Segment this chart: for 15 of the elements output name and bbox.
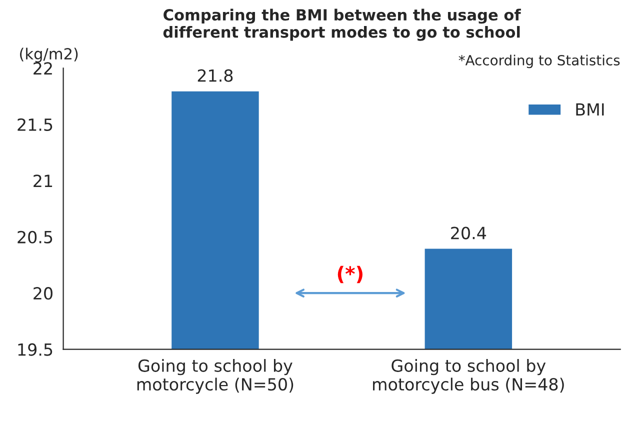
- y-axis-title: (kg/m2): [20, 48, 78, 63]
- data-label: 21.8: [198, 69, 233, 82]
- y-tick-label: 21.5: [18, 118, 52, 131]
- y-tick-label: 19.5: [18, 343, 52, 356]
- data-label: 20.4: [451, 226, 486, 240]
- y-tick-label: 22: [34, 62, 52, 74]
- x-tick-label: Going to school by motorcycle (N=50): [137, 359, 294, 394]
- legend-label: BMI: [576, 103, 604, 116]
- x-tick-label: Going to school by motorcycle bus (N=48): [373, 359, 564, 394]
- text: *According to Statistics: [458, 54, 620, 68]
- chart-title: Comparing the BMI between the usage of different transport modes to go to school: [163, 8, 521, 41]
- y-tick-label: 20.5: [18, 230, 52, 244]
- y-tick-label: 21: [34, 174, 52, 187]
- y-tick-label: 20: [34, 287, 52, 300]
- annotation: (*): [338, 266, 362, 284]
